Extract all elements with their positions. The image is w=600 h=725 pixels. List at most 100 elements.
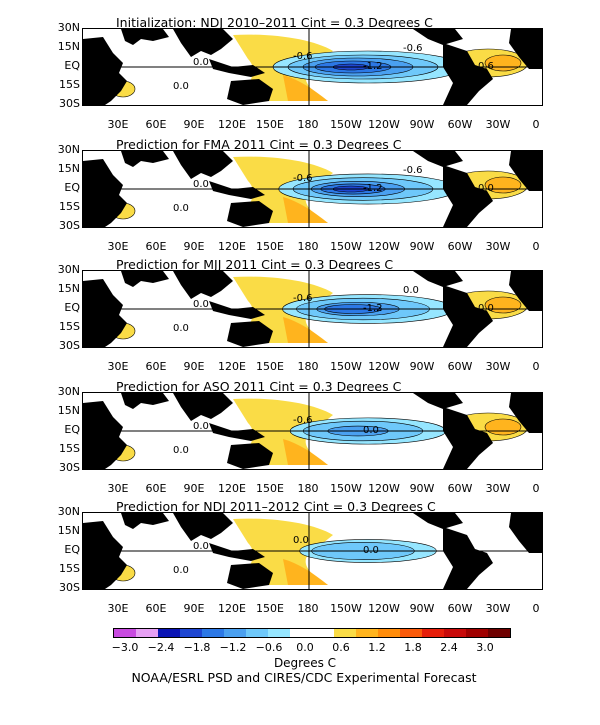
contour-label: 0.0 (173, 81, 189, 92)
lat-label: EQ (64, 423, 80, 436)
lat-label: 30S (59, 219, 80, 232)
contour-label: 0.0 (193, 541, 209, 552)
lon-label: 180 (297, 360, 319, 373)
africa-west-landmass (509, 29, 542, 69)
panel-title: Prediction for MJJ 2011 Cint = 0.3 Degre… (116, 257, 394, 272)
lon-label: 150W (330, 118, 362, 131)
lat-label: 15S (59, 562, 80, 575)
lon-label: 180 (297, 240, 319, 253)
lon-label: 120W (368, 118, 400, 131)
lon-label: 150W (330, 360, 362, 373)
maritime-continent (209, 423, 265, 441)
lat-label: EQ (64, 301, 80, 314)
lon-label: 30W (485, 240, 511, 253)
panel-title: Prediction for ASO 2011 Cint = 0.3 Degre… (116, 379, 402, 394)
lat-label: 15N (57, 524, 80, 537)
colorbar-swatch (422, 629, 444, 637)
contour-label: 0.0 (173, 565, 189, 576)
contour-label: 0.0 (293, 535, 309, 546)
lat-label: 15S (59, 320, 80, 333)
colorbar-swatch (334, 629, 356, 637)
africa-landmass (83, 279, 127, 347)
lat-label: 15S (59, 200, 80, 213)
lon-label: 60E (145, 118, 167, 131)
contour-label: 0.6 (478, 61, 494, 72)
colorbar-swatch (312, 629, 334, 637)
south-america-landmass (443, 43, 493, 105)
lat-label: EQ (64, 59, 80, 72)
lon-label: 60W (447, 482, 473, 495)
central-america-landmass (413, 271, 463, 287)
lat-label: 30N (57, 143, 80, 156)
arabia-landmass (121, 271, 169, 287)
lat-label: 30S (59, 97, 80, 110)
lon-label: 30E (107, 240, 129, 253)
sst-anomaly-map: 0.0 0.0 -0.6 0.0 (82, 392, 543, 470)
lon-label: 90E (183, 240, 205, 253)
central-america-landmass (413, 393, 463, 409)
arabia-landmass (121, 393, 169, 409)
colorbar-tick: 0.6 (332, 641, 350, 654)
lat-label: 30N (57, 385, 80, 398)
lat-label: 30S (59, 461, 80, 474)
contour-label: 0.0 (173, 445, 189, 456)
footer-credit: NOAA/ESRL PSD and CIRES/CDC Experimental… (131, 670, 477, 685)
lon-label: 60W (447, 360, 473, 373)
africa-west-landmass (509, 393, 542, 433)
africa-west-landmass (509, 513, 542, 553)
south-america-landmass (443, 527, 493, 589)
lon-label: 180 (297, 118, 319, 131)
lon-label: 90W (409, 360, 435, 373)
lon-label: 30W (485, 602, 511, 615)
contour-label: 0.0 (363, 425, 379, 436)
lat-label: 30N (57, 263, 80, 276)
africa-west-landmass (509, 151, 542, 191)
australia-landmass (227, 201, 273, 227)
contour-label: 0.0 (173, 323, 189, 334)
lon-label: 90E (183, 118, 205, 131)
asia-landmass (173, 29, 233, 57)
contour-label: -0.6 (293, 51, 313, 62)
colorbar-tick: −1.8 (183, 641, 211, 654)
lat-label: 15N (57, 162, 80, 175)
forecast-panel-1: Initialization: NDJ 2010–2011 Cint = 0.3… (0, 15, 600, 133)
maritime-continent (209, 59, 265, 77)
contour-label: -1.2 (363, 61, 383, 72)
colorbar-swatch (488, 629, 510, 637)
lon-label: 60E (145, 360, 167, 373)
colorbar-swatch (180, 629, 202, 637)
lon-label: 150E (256, 240, 284, 253)
lat-label: 15N (57, 404, 80, 417)
central-america-landmass (413, 513, 463, 529)
colorbar-tick: −3.0 (111, 641, 139, 654)
africa-landmass (83, 37, 127, 105)
lat-label: 30S (59, 339, 80, 352)
lat-label: 30N (57, 505, 80, 518)
lon-label: 120W (368, 240, 400, 253)
lat-label: 30N (57, 21, 80, 34)
contour-label: 0.0 (478, 183, 494, 194)
colorbar-swatch (202, 629, 224, 637)
australia-landmass (227, 563, 273, 589)
colorbar-tick: 1.2 (368, 641, 386, 654)
warm-anomaly-region (283, 197, 328, 223)
lon-label: 90W (409, 240, 435, 253)
australia-landmass (227, 79, 273, 105)
colorbar-swatch (378, 629, 400, 637)
lon-label: 30W (485, 360, 511, 373)
lon-label: 180 (297, 482, 319, 495)
south-america-landmass (443, 165, 493, 227)
warm-anomaly-region (283, 559, 328, 585)
lon-label: 150E (256, 482, 284, 495)
lon-label: 120E (218, 240, 246, 253)
central-america-landmass (413, 29, 463, 45)
colorbar-tick: −0.6 (255, 641, 283, 654)
colorbar-swatch (114, 629, 136, 637)
arabia-landmass (121, 151, 169, 167)
lat-label: 30S (59, 581, 80, 594)
lon-label: 60E (145, 602, 167, 615)
maritime-continent (209, 543, 265, 561)
lon-label: 60W (447, 118, 473, 131)
lon-label: 90W (409, 482, 435, 495)
lon-label: 60W (447, 602, 473, 615)
